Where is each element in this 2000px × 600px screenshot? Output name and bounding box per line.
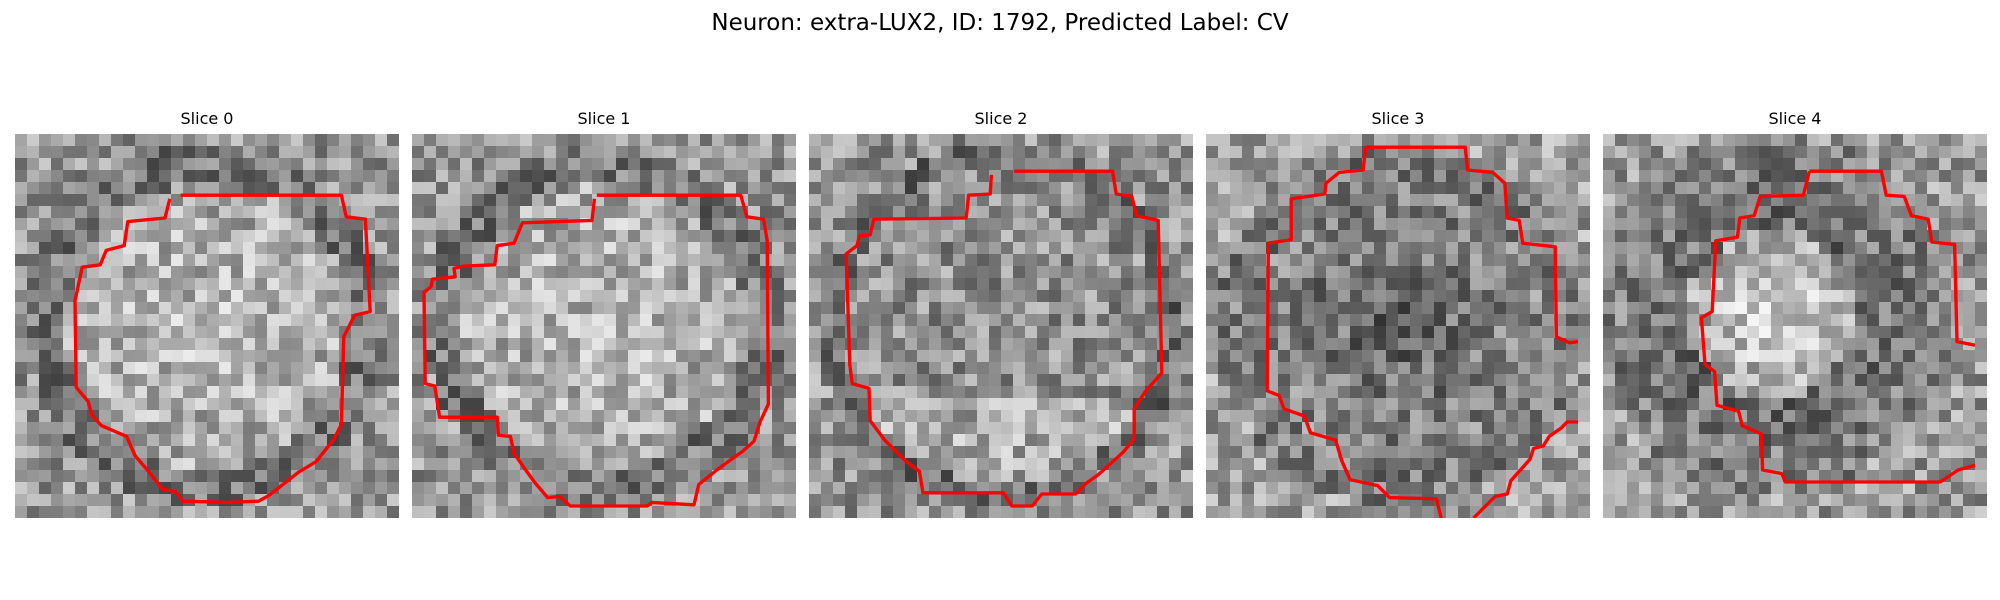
slice-panel-2: Slice 2 bbox=[809, 108, 1193, 518]
slice-image bbox=[1206, 134, 1590, 518]
figure-title: Neuron: extra-LUX2, ID: 1792, Predicted … bbox=[711, 10, 1289, 36]
pixel-grid bbox=[809, 134, 1193, 518]
segmentation-contour bbox=[1365, 145, 1579, 345]
slice-image bbox=[15, 134, 399, 518]
segmentation-contour bbox=[1809, 169, 1976, 347]
slice-title: Slice 4 bbox=[1768, 109, 1822, 128]
pixel-grid bbox=[15, 134, 399, 518]
slice-title: Slice 2 bbox=[974, 109, 1028, 128]
slice-title: Slice 3 bbox=[1371, 109, 1425, 128]
slice-panel-1: Slice 1 bbox=[412, 108, 796, 518]
pixel-grid bbox=[1206, 134, 1590, 518]
slice-image bbox=[1603, 134, 1987, 518]
segmentation-contour bbox=[73, 193, 372, 505]
pixel-grid bbox=[412, 134, 796, 518]
segmentation-contour bbox=[1699, 170, 1976, 484]
slice-title: Slice 0 bbox=[180, 109, 234, 128]
slice-title: Slice 1 bbox=[577, 109, 631, 128]
segmentation-contour bbox=[1472, 420, 1578, 518]
slice-image bbox=[809, 134, 1193, 518]
segmentation-contour bbox=[844, 169, 1164, 508]
slice-panel-0: Slice 0 bbox=[15, 108, 399, 518]
slice-image bbox=[412, 134, 796, 518]
slice-panel-3: Slice 3 bbox=[1206, 108, 1590, 518]
slice-panel-4: Slice 4 bbox=[1603, 108, 1987, 518]
segmentation-contour bbox=[422, 193, 771, 508]
segmentation-contour bbox=[1265, 147, 1443, 518]
pixel-grid bbox=[1603, 134, 1987, 518]
